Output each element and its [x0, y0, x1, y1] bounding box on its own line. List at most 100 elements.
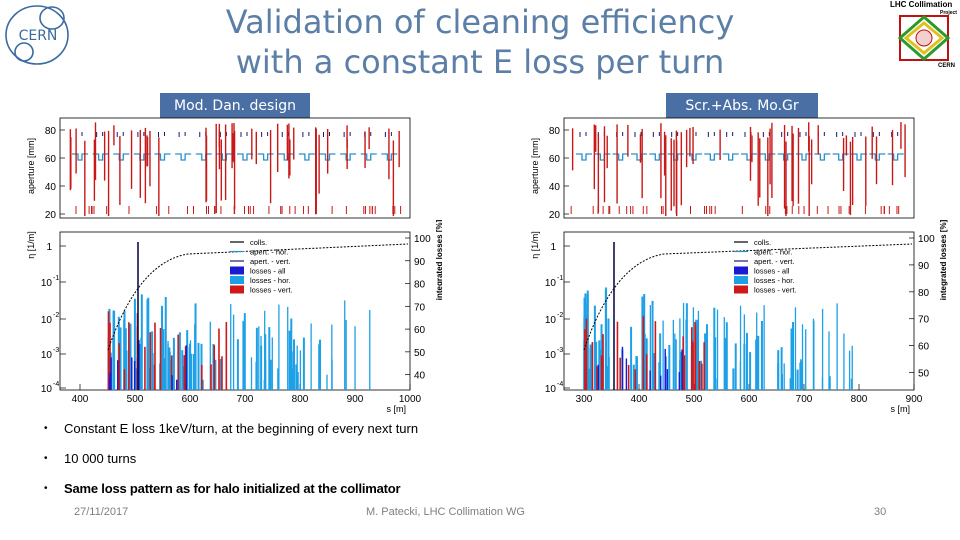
legend-swatch — [734, 285, 748, 294]
legend-entry: apert. - hor. — [250, 248, 288, 257]
aperture-hor-mark — [175, 153, 192, 161]
loss-tick-exponent: -2 — [557, 312, 563, 319]
bullet-text: Same loss pattern as for halo initialize… — [64, 481, 401, 496]
legend-swatch — [734, 276, 748, 284]
x-tick-label: 400 — [631, 394, 648, 405]
legend-entry: losses - all — [250, 267, 286, 276]
cern-logo-text: CERN — [19, 28, 58, 44]
legend-swatch — [734, 266, 748, 275]
aperture-vert-mark — [799, 132, 807, 137]
loss-tick-label: 10 — [41, 315, 53, 326]
aperture-axis-label: aperture [mm] — [530, 138, 540, 194]
bullet-dot-icon: • — [44, 453, 48, 464]
aperture-vert-mark — [671, 132, 679, 137]
aperture-hor-mark — [814, 153, 831, 161]
bullet-list: • Constant E loss 1keV/turn, at the begi… — [44, 420, 844, 510]
loss-tick-label: 10 — [41, 350, 53, 361]
aperture-vert-mark — [872, 132, 880, 137]
integrated-loss-tick-label: 50 — [918, 369, 930, 380]
integrated-loss-tick-label: 80 — [414, 280, 426, 291]
aperture-vert-mark — [891, 132, 899, 137]
legend-entry: losses - vert. — [250, 286, 293, 295]
x-tick-label: 800 — [851, 394, 868, 405]
integrated-loss-tick-label: 80 — [918, 288, 930, 299]
integrated-loss-tick-label: 40 — [414, 371, 426, 382]
aperture-hor-mark — [257, 153, 274, 161]
x-tick-label: 700 — [796, 394, 813, 405]
aperture-tick-label: 20 — [549, 210, 561, 221]
loss-tick-label: 10 — [41, 384, 53, 395]
lhc-logo-line3: CERN — [938, 63, 956, 69]
aperture-vert-mark — [762, 132, 770, 137]
aperture-vert-mark — [343, 132, 351, 137]
x-tick-label: 1000 — [399, 394, 422, 405]
x-axis-label: s [m] — [387, 404, 407, 414]
lhc-logo-line1: LHC Collimation — [890, 0, 953, 9]
aperture-hor-mark — [298, 153, 315, 161]
legend-entry: apert. - vert. — [250, 257, 290, 266]
aperture-hor-mark — [667, 153, 684, 161]
footer-date: 27/11/2017 — [74, 506, 129, 518]
aperture-hor-mark — [851, 153, 867, 161]
legend-entry: colls. — [754, 238, 771, 247]
aperture-vert-mark — [854, 132, 862, 137]
bullet-item: • 10 000 turns — [44, 450, 844, 476]
bullet-item: • Same loss pattern as for halo initiali… — [44, 480, 844, 506]
aperture-vert-mark — [240, 132, 248, 137]
aperture-tick-label: 20 — [45, 210, 57, 221]
x-tick-label: 700 — [237, 394, 254, 405]
bullet-text: 10 000 turns — [64, 451, 137, 466]
legend-entry: losses - vert. — [754, 286, 797, 295]
legend-entry: losses - all — [754, 267, 790, 276]
footer-page-number: 30 — [874, 506, 887, 518]
loss-tick-label: 1 — [46, 242, 52, 253]
lhc-logo-emblem — [897, 15, 951, 61]
x-tick-label: 400 — [72, 394, 89, 405]
legend-swatch — [230, 266, 244, 275]
bullet-item: • Constant E loss 1keV/turn, at the begi… — [44, 420, 844, 446]
loss-axis-label: η [1/m] — [26, 231, 36, 259]
x-tick-label: 600 — [182, 394, 199, 405]
aperture-axis-label: aperture [mm] — [26, 138, 36, 194]
aperture-tick-label: 80 — [549, 126, 561, 137]
aperture-tick-label: 40 — [549, 182, 561, 193]
footer-author: M. Patecki, LHC Collimation WG — [366, 506, 525, 518]
aperture-hor-mark — [869, 153, 886, 161]
aperture-hor-mark — [704, 153, 721, 161]
loss-axis-label: η [1/m] — [530, 231, 540, 259]
integrated-loss-curve — [107, 243, 409, 351]
integrated-loss-axis-label: integrated losses [%] — [939, 219, 948, 300]
integrated-loss-tick-label: 100 — [918, 234, 935, 245]
legend-entry: apert. - hor. — [754, 248, 792, 257]
slide-title: Validation of cleaning efficiency with a… — [200, 2, 760, 82]
bullet-text: Constant E loss 1keV/turn, at the beginn… — [64, 421, 419, 436]
lhc-collimation-logo: LHC Collimation Project CERN — [888, 0, 958, 76]
aperture-hor-mark — [796, 153, 812, 161]
panel-label-right: Scr.+Abs. Mo.Gr — [666, 93, 818, 119]
aperture-vert-mark — [726, 132, 734, 137]
title-line-2: with a constant E loss per turn — [235, 43, 725, 81]
bullet-dot-icon: • — [44, 483, 48, 494]
integrated-loss-axis-label: integrated losses [%] — [435, 219, 442, 300]
cern-logo: CERN — [2, 2, 74, 68]
aperture-hor-mark — [576, 153, 592, 161]
integrated-loss-curve — [583, 243, 913, 351]
aperture-vert-mark — [836, 132, 844, 137]
aperture-vert-mark — [652, 132, 660, 137]
loss-tick-label: 10 — [545, 315, 557, 326]
loss-tick-label: 10 — [545, 278, 557, 289]
x-tick-label: 800 — [292, 394, 309, 405]
aperture-vert-mark — [384, 132, 392, 137]
aperture-tick-label: 60 — [549, 154, 561, 165]
integrated-loss-tick-label: 60 — [918, 342, 930, 353]
loss-tick-label: 10 — [545, 384, 557, 395]
loss-tick-exponent: -3 — [53, 347, 59, 354]
loss-panel-frame — [563, 231, 915, 391]
aperture-vert-mark — [707, 132, 715, 137]
x-tick-label: 900 — [906, 394, 923, 405]
integrated-loss-tick-label: 100 — [414, 234, 431, 245]
aperture-hor-mark — [686, 153, 702, 161]
loss-tick-exponent: -4 — [557, 381, 563, 388]
x-tick-label: 900 — [347, 394, 364, 405]
aperture-vert-mark — [323, 132, 330, 137]
